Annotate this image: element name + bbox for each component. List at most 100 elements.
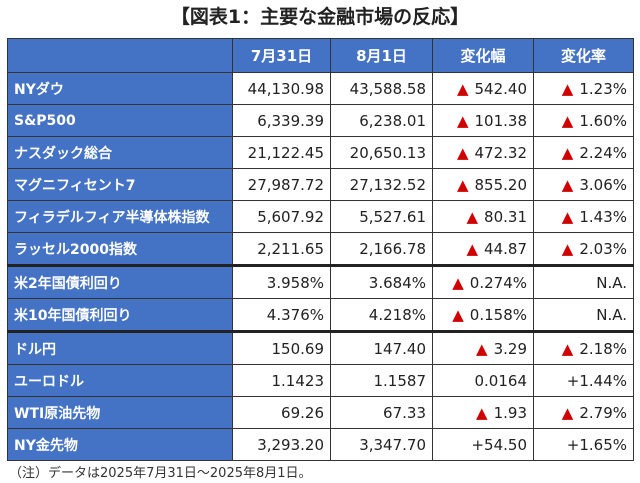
- row-label: NY金先物: [7, 428, 233, 461]
- sign: ▲: [466, 239, 479, 258]
- table-row: ドル円 150.69 147.40 ▲ 3.29 ▲ 2.18%: [7, 330, 634, 365]
- row-label: ドル円: [7, 330, 233, 365]
- cell-value: 542.40: [474, 79, 528, 98]
- cell-value: 67.33: [330, 396, 433, 429]
- table-body: NYダウ 44,130.98 43,588.58 ▲ 542.40 ▲ 1.23% S&P50…: [7, 72, 634, 461]
- table-row: フィラデルフィア半導体株指数 5,607.92 5,527.61 ▲ 80.31 ▲ 1.4…: [7, 200, 634, 233]
- table-row: WTI原油先物 69.26 67.33 ▲ 1.93 ▲ 2.79%: [7, 396, 634, 429]
- sign: ▲: [561, 339, 574, 358]
- cell-value: 1.1587: [330, 364, 433, 397]
- cell-value: 80.31: [484, 207, 527, 226]
- table-row: ラッセル2000指数 2,211.65 2,166.78 ▲ 44.87 ▲ 2.03%: [7, 232, 634, 266]
- cell-value: 2,211.65: [232, 232, 331, 266]
- row-label: 米2年国債利回り: [7, 264, 233, 299]
- cell-value: 2,166.78: [330, 232, 433, 266]
- table-row: 米10年国債利回り 4.376% 4.218% ▲ 0.158% N.A.: [7, 298, 634, 332]
- sign: ▲: [561, 403, 574, 422]
- cell-value: 4.376%: [232, 298, 331, 332]
- column-header: 変化率: [533, 38, 634, 73]
- cell-value: 150.69: [232, 330, 331, 365]
- table-row: マグニフィセント7 27,987.72 27,132.52 ▲ 855.20 ▲ 3.06%: [7, 168, 634, 201]
- header-row: 7月31日 8月1日 変化幅 変化率: [7, 38, 634, 73]
- sign: ▲: [456, 111, 469, 130]
- sign: ▲: [561, 111, 574, 130]
- change-cell: ▲ 1.60%: [533, 104, 634, 137]
- change-cell: ▲ 1.23%: [533, 72, 634, 105]
- change-cell: ▲ 3.06%: [533, 168, 634, 201]
- cell-value: 3.29: [493, 339, 527, 358]
- cell-value: 2.24%: [579, 143, 627, 162]
- cell-value: 2.79%: [579, 403, 627, 422]
- row-label: ユーロドル: [7, 364, 233, 397]
- sign: ▲: [452, 273, 464, 292]
- change-cell: ▲ 542.40: [432, 72, 534, 105]
- change-cell: ▲ 80.31: [432, 200, 534, 233]
- row-label: S&P500: [7, 104, 233, 137]
- cell-value: 1.23%: [579, 79, 627, 98]
- cell-value: 69.26: [232, 396, 331, 429]
- cell-value: 4.218%: [330, 298, 433, 332]
- cell-value: 5,527.61: [330, 200, 433, 233]
- sign: ▲: [456, 175, 469, 194]
- change-cell: ▲ 3.29: [432, 330, 534, 365]
- sign: ▲: [561, 175, 574, 194]
- cell-value: +1.65%: [533, 428, 634, 461]
- change-cell: ▲ 1.43%: [533, 200, 634, 233]
- footnote: （注）データは2025年7月31日～2025年8月1日。: [9, 466, 312, 481]
- row-label: ラッセル2000指数: [7, 232, 233, 266]
- change-cell: ▲ 44.87: [432, 232, 534, 266]
- table-row: ナスダック総合 21,122.45 20,650.13 ▲ 472.32 ▲ 2.24%: [7, 136, 634, 169]
- cell-value: 0.158%: [469, 305, 527, 324]
- cell-value: 43,588.58: [330, 72, 433, 105]
- sign: ▲: [561, 239, 574, 258]
- cell-value: 3.958%: [232, 264, 331, 299]
- table-row: ユーロドル 1.1423 1.1587 0.0164 +1.44%: [7, 364, 634, 397]
- table-row: 米2年国債利回り 3.958% 3.684% ▲ 0.274% N.A.: [7, 264, 634, 299]
- change-cell: ▲ 101.38: [432, 104, 534, 137]
- cell-value: 472.32: [474, 143, 528, 162]
- row-label: 米10年国債利回り: [7, 298, 233, 332]
- cell-value: 20,650.13: [330, 136, 433, 169]
- header-corner: [7, 38, 233, 73]
- cell-value: +54.50: [432, 428, 534, 461]
- cell-value: 44,130.98: [232, 72, 331, 105]
- table-row: S&P500 6,339.39 6,238.01 ▲ 101.38 ▲ 1.60%: [7, 104, 634, 137]
- cell-value: 3.06%: [579, 175, 627, 194]
- cell-value: 3.684%: [330, 264, 433, 299]
- cell-value: 21,122.45: [232, 136, 331, 169]
- cell-value: 2.03%: [579, 239, 627, 258]
- change-cell: ▲ 1.93: [432, 396, 534, 429]
- sign: ▲: [452, 305, 464, 324]
- change-cell: ▲ 0.274%: [432, 264, 534, 299]
- cell-value: 3,293.20: [232, 428, 331, 461]
- table-row: NY金先物 3,293.20 3,347.70 +54.50 +1.65%: [7, 428, 634, 461]
- cell-value: 147.40: [330, 330, 433, 365]
- change-cell: ▲ 472.32: [432, 136, 534, 169]
- sign: ▲: [466, 207, 479, 226]
- column-header: 8月1日: [330, 38, 433, 73]
- sign: ▲: [456, 143, 469, 162]
- sign: ▲: [561, 207, 574, 226]
- cell-value: 101.38: [474, 111, 528, 130]
- cell-value: 1.60%: [579, 111, 627, 130]
- change-cell: ▲ 855.20: [432, 168, 534, 201]
- cell-value: 6,339.39: [232, 104, 331, 137]
- cell-value: 2.18%: [579, 339, 627, 358]
- cell-value: 27,132.52: [330, 168, 433, 201]
- cell-value: 855.20: [474, 175, 528, 194]
- cell-value: 44.87: [484, 239, 527, 258]
- sign: ▲: [456, 79, 469, 98]
- cell-value: 1.1423: [232, 364, 331, 397]
- market-table: 7月31日 8月1日 変化幅 変化率 NYダウ 44,130.98 43,588.58 ▲ 5…: [7, 38, 634, 461]
- cell-value: 0.274%: [469, 273, 527, 292]
- cell-value: 5,607.92: [232, 200, 331, 233]
- cell-value: N.A.: [533, 298, 634, 332]
- row-label: NYダウ: [7, 72, 233, 105]
- cell-value: 27,987.72: [232, 168, 331, 201]
- change-cell: ▲ 2.03%: [533, 232, 634, 266]
- row-label: マグニフィセント7: [7, 168, 233, 201]
- cell-value: +1.44%: [533, 364, 634, 397]
- row-label: WTI原油先物: [7, 396, 233, 429]
- change-cell: ▲ 2.18%: [533, 330, 634, 365]
